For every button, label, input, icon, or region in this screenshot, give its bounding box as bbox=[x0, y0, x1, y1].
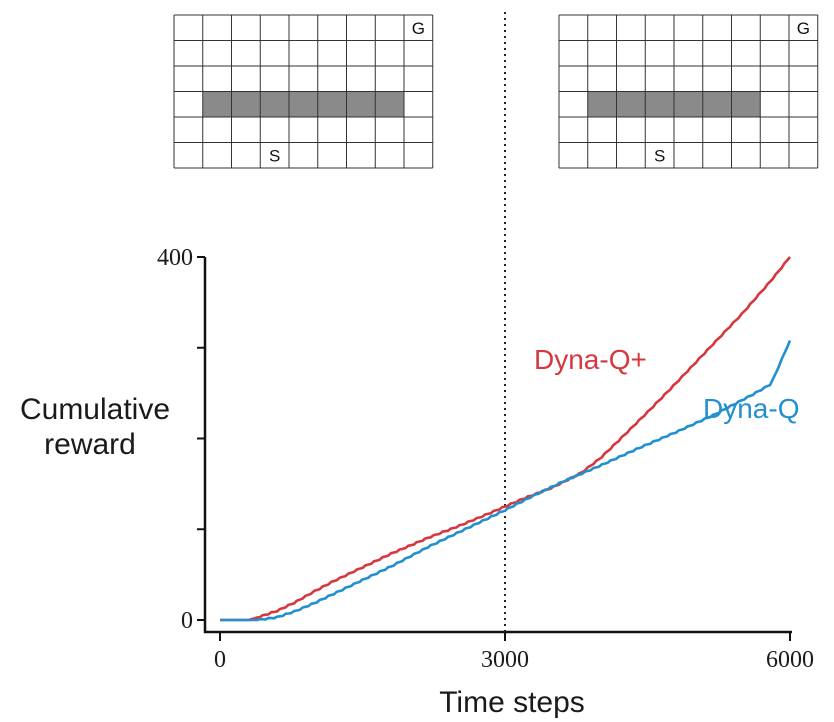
y-tick-label: 400 bbox=[157, 245, 193, 271]
maze-start-label: S bbox=[269, 146, 280, 165]
x-axis-title: Time steps bbox=[439, 686, 585, 719]
x-tick-label: 0 bbox=[214, 647, 226, 673]
maze-goal-label: G bbox=[412, 19, 425, 38]
chart-series bbox=[220, 256, 792, 622]
dyna-q-plus-line bbox=[220, 256, 792, 622]
maze-goal-label: G bbox=[797, 19, 810, 38]
maze-after: GS bbox=[558, 14, 819, 169]
x-tick-label: 6000 bbox=[766, 647, 814, 673]
x-tick-label: 3000 bbox=[481, 647, 529, 673]
series-label-dyna-q-plus: Dyna-Q+ bbox=[534, 344, 647, 375]
y-axis-title-line-1: Cumulative bbox=[20, 393, 170, 426]
y-axis-ticks: 0 400 bbox=[157, 245, 205, 634]
y-tick-label: 0 bbox=[181, 608, 193, 634]
x-axis-ticks: 0 3000 6000 bbox=[214, 632, 814, 673]
y-axis-title-line-2: reward bbox=[44, 428, 136, 461]
chart-axes: 0 400 0 3000 6000 bbox=[157, 245, 814, 673]
maze-wall bbox=[202, 91, 404, 117]
maze-before: GS bbox=[173, 14, 434, 169]
dyna-q-line bbox=[220, 340, 792, 622]
series-label-dyna-q: Dyna-Q bbox=[703, 393, 799, 424]
maze-start-label: S bbox=[654, 146, 665, 165]
